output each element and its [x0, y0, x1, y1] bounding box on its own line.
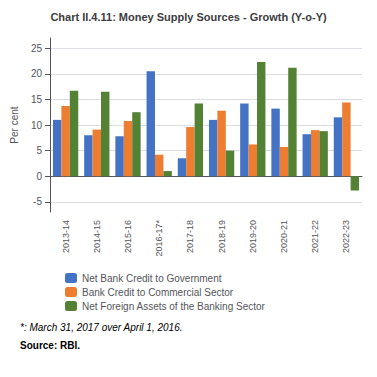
- svg-text:20: 20: [31, 68, 43, 79]
- svg-text:10: 10: [31, 120, 43, 131]
- svg-text:2018-19: 2018-19: [217, 220, 227, 253]
- svg-text:2019-20: 2019-20: [248, 220, 258, 253]
- svg-text:-5: -5: [33, 196, 42, 207]
- svg-text:5: 5: [36, 145, 42, 156]
- svg-text:2015-16: 2015-16: [123, 220, 133, 253]
- svg-text:2013-14: 2013-14: [61, 220, 71, 253]
- svg-text:*: March 31, 2017 over April 1: *: March 31, 2017 over April 1, 2016.: [20, 322, 183, 333]
- svg-text:2022-23: 2022-23: [341, 220, 351, 253]
- svg-text:Net Foreign Assets of the Bank: Net Foreign Assets of the Banking Sector: [82, 301, 266, 312]
- svg-text:2021-22: 2021-22: [310, 220, 320, 253]
- svg-text:2020-21: 2020-21: [279, 220, 289, 253]
- svg-text:Per cent: Per cent: [9, 106, 20, 143]
- svg-text:0: 0: [36, 171, 42, 182]
- svg-text:2017-18: 2017-18: [185, 220, 195, 253]
- svg-text:2014-15: 2014-15: [92, 220, 102, 253]
- svg-text:Bank Credit to Commercial Sect: Bank Credit to Commercial Sector: [82, 287, 234, 298]
- svg-text:Net Bank Credit to Government: Net Bank Credit to Government: [82, 273, 222, 284]
- svg-text:15: 15: [31, 94, 43, 105]
- svg-text:Chart II.4.11: Money Supply So: Chart II.4.11: Money Supply Sources - Gr…: [50, 11, 327, 23]
- svg-text:Source: RBI.: Source: RBI.: [20, 340, 80, 351]
- svg-text:2016-17*: 2016-17*: [154, 220, 164, 257]
- svg-text:25: 25: [31, 43, 43, 54]
